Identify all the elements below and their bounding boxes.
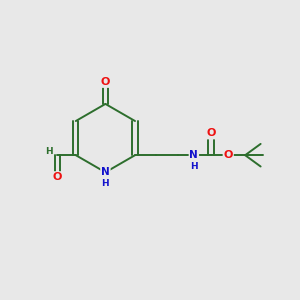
- Text: H: H: [102, 179, 109, 188]
- Text: H: H: [190, 162, 198, 171]
- Text: O: O: [224, 150, 233, 160]
- Text: N: N: [190, 150, 198, 160]
- Text: O: O: [101, 77, 110, 87]
- Text: H: H: [45, 147, 53, 156]
- Text: O: O: [206, 128, 216, 138]
- Text: N: N: [101, 167, 110, 177]
- Text: O: O: [53, 172, 62, 182]
